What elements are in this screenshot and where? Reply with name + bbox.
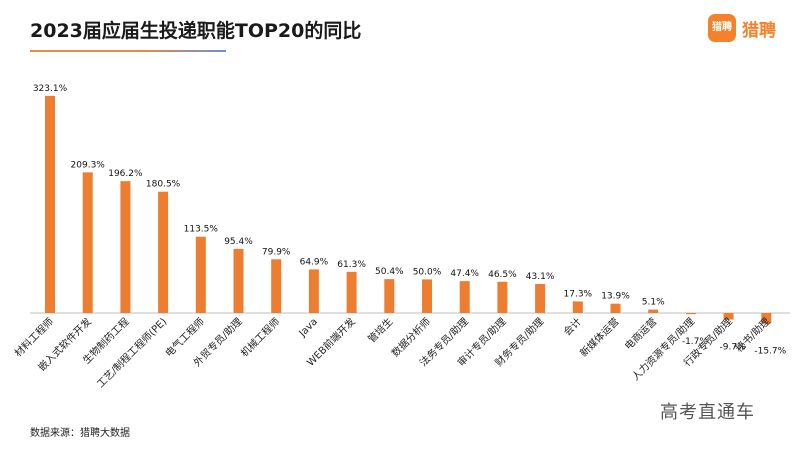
bar bbox=[497, 281, 508, 313]
bar bbox=[648, 309, 659, 313]
data-label: 79.9% bbox=[262, 247, 291, 257]
bar bbox=[195, 236, 206, 313]
data-label: 323.1% bbox=[33, 84, 68, 94]
data-label: -1.7% bbox=[682, 337, 709, 347]
bar bbox=[233, 248, 244, 313]
data-label: 50.0% bbox=[413, 267, 442, 277]
bar bbox=[158, 191, 169, 313]
bar bbox=[346, 271, 357, 313]
bar bbox=[610, 303, 621, 313]
data-label: 209.3% bbox=[71, 160, 106, 170]
bar bbox=[308, 269, 319, 313]
bar bbox=[723, 313, 734, 320]
bar bbox=[572, 301, 583, 313]
data-label: 50.4% bbox=[375, 267, 404, 277]
category-label: 机械工程师 bbox=[238, 315, 283, 360]
data-label: 5.1% bbox=[642, 298, 665, 308]
chart-title: 2023届应届生投递职能TOP20的同比 bbox=[30, 20, 362, 42]
data-label: 43.1% bbox=[526, 272, 555, 282]
data-label: 46.5% bbox=[488, 270, 517, 280]
data-label: 61.3% bbox=[337, 260, 366, 270]
category-label: 人力资源专员/助理 bbox=[629, 315, 697, 383]
bar bbox=[761, 313, 772, 324]
data-label: 47.4% bbox=[450, 269, 479, 279]
bar bbox=[535, 284, 546, 313]
category-label: Java bbox=[297, 316, 320, 339]
data-label: 17.3% bbox=[564, 289, 593, 299]
category-label: 会计 bbox=[561, 315, 584, 338]
logo-text: 猎聘 bbox=[742, 21, 776, 41]
bar bbox=[82, 172, 93, 313]
data-label: 13.9% bbox=[601, 292, 630, 302]
bar bbox=[271, 259, 282, 313]
bar bbox=[459, 281, 470, 313]
data-label: 113.5% bbox=[184, 225, 219, 235]
bar bbox=[422, 279, 432, 313]
title-underline bbox=[30, 50, 226, 52]
data-label: 180.5% bbox=[146, 180, 181, 190]
data-label: 95.4% bbox=[224, 237, 253, 247]
data-label: -15.7% bbox=[754, 347, 786, 357]
category-label: 新媒体运营 bbox=[577, 315, 622, 360]
data-label: 196.2% bbox=[108, 169, 143, 179]
data-source: 数据来源：猎聘大数据 bbox=[30, 428, 130, 439]
bar bbox=[120, 181, 131, 313]
category-label: 工艺/制程工程师(PE) bbox=[94, 315, 169, 390]
category-label: 管培生 bbox=[365, 315, 395, 345]
bar bbox=[384, 279, 395, 313]
logo-icon: 猎聘 bbox=[708, 14, 736, 42]
bar bbox=[685, 313, 696, 315]
bar bbox=[45, 95, 55, 313]
data-label: 64.9% bbox=[300, 257, 329, 267]
watermark-text: 高考直通车 bbox=[660, 402, 755, 423]
data-label: -9.7% bbox=[720, 343, 747, 353]
category-label: 电商运营 bbox=[622, 315, 659, 352]
